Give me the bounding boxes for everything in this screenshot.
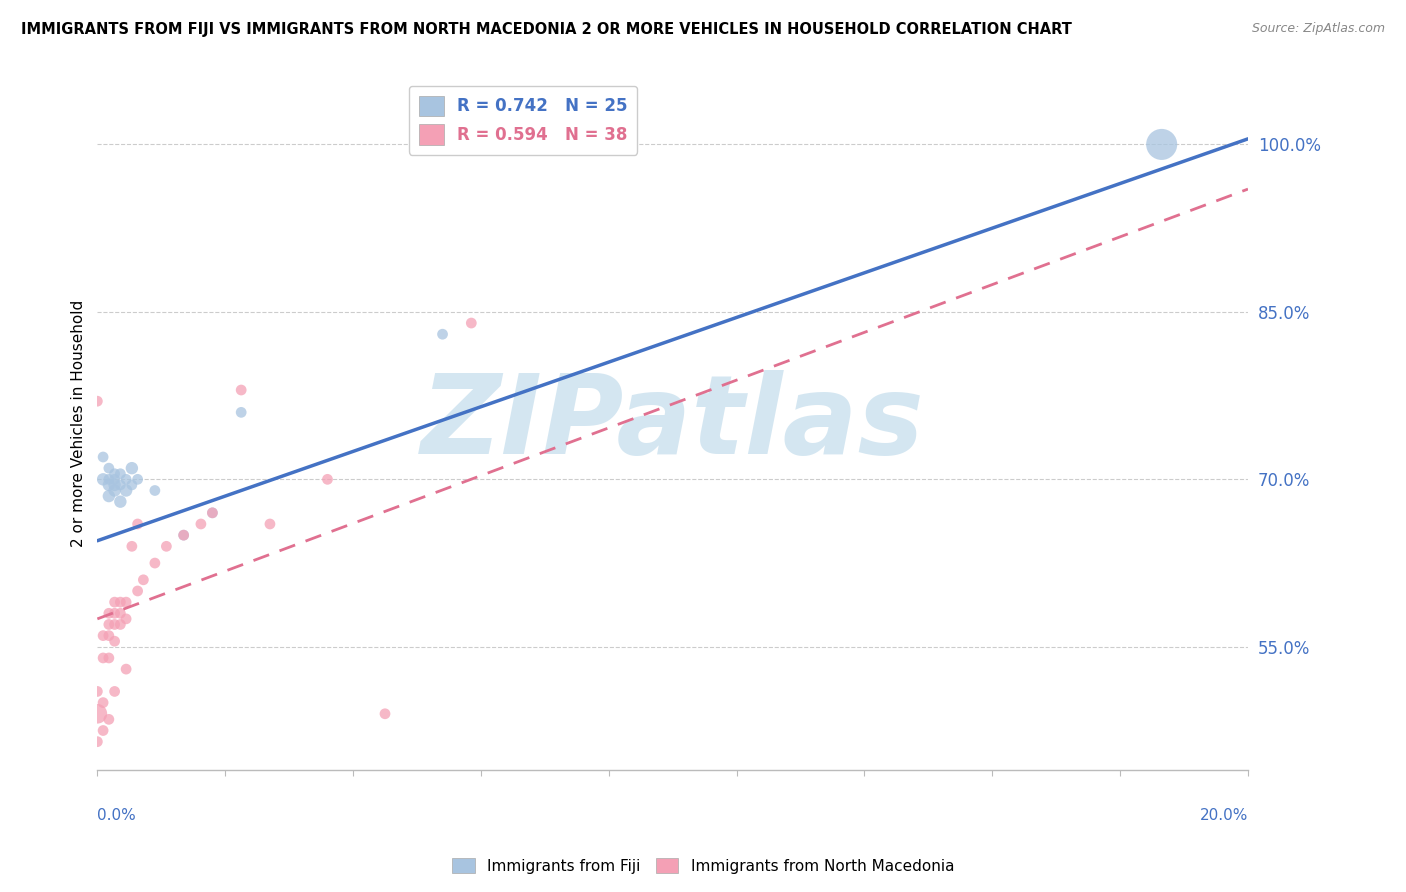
Point [104, 467, 127, 481]
Point [91, 629, 114, 643]
Text: Source: ZipAtlas.com: Source: ZipAtlas.com [1251, 22, 1385, 36]
Text: 20.0%: 20.0% [1199, 808, 1249, 823]
Point [86, 394, 108, 409]
Point [173, 528, 195, 542]
Point [97, 472, 120, 486]
Point [104, 483, 127, 498]
Point [115, 483, 138, 498]
Point [104, 634, 127, 648]
Point [86, 734, 108, 748]
Point [91, 472, 114, 486]
Y-axis label: 2 or more Vehicles in Household: 2 or more Vehicles in Household [72, 300, 86, 547]
Point [121, 478, 143, 492]
Text: IMMIGRANTS FROM FIJI VS IMMIGRANTS FROM NORTH MACEDONIA 2 OR MORE VEHICLES IN HO: IMMIGRANTS FROM FIJI VS IMMIGRANTS FROM … [21, 22, 1071, 37]
Point [97, 651, 120, 665]
Point [201, 506, 224, 520]
Point [97, 461, 120, 475]
Point [86, 706, 108, 721]
Point [201, 506, 224, 520]
Point [104, 478, 127, 492]
Point [127, 584, 149, 599]
Point [132, 573, 155, 587]
Text: ZIPatlas: ZIPatlas [420, 370, 925, 477]
Point [104, 607, 127, 621]
Point [121, 461, 143, 475]
Point [121, 539, 143, 553]
Point [97, 478, 120, 492]
Point [97, 629, 120, 643]
Point [86, 684, 108, 698]
Point [115, 472, 138, 486]
Point [110, 607, 132, 621]
Point [110, 595, 132, 609]
Legend: Immigrants from Fiji, Immigrants from North Macedonia: Immigrants from Fiji, Immigrants from No… [446, 852, 960, 880]
Point [173, 528, 195, 542]
Point [127, 472, 149, 486]
Point [1150, 137, 1173, 152]
Point [259, 516, 281, 531]
Point [143, 483, 166, 498]
Point [110, 467, 132, 481]
Point [316, 472, 339, 486]
Point [91, 723, 114, 738]
Point [374, 706, 396, 721]
Point [115, 662, 138, 676]
Point [190, 516, 212, 531]
Point [143, 556, 166, 570]
Point [110, 494, 132, 508]
Point [97, 617, 120, 632]
Point [91, 696, 114, 710]
Point [104, 472, 127, 486]
Point [97, 489, 120, 503]
Point [104, 684, 127, 698]
Point [155, 539, 177, 553]
Point [127, 516, 149, 531]
Point [110, 478, 132, 492]
Point [91, 651, 114, 665]
Point [432, 327, 454, 342]
Point [91, 450, 114, 464]
Point [110, 617, 132, 632]
Legend: R = 0.742   N = 25, R = 0.594   N = 38: R = 0.742 N = 25, R = 0.594 N = 38 [409, 86, 637, 155]
Point [115, 595, 138, 609]
Point [97, 607, 120, 621]
Point [104, 617, 127, 632]
Text: 0.0%: 0.0% [97, 808, 136, 823]
Point [231, 383, 253, 397]
Point [104, 595, 127, 609]
Point [460, 316, 482, 330]
Point [97, 712, 120, 726]
Point [231, 405, 253, 419]
Point [115, 612, 138, 626]
